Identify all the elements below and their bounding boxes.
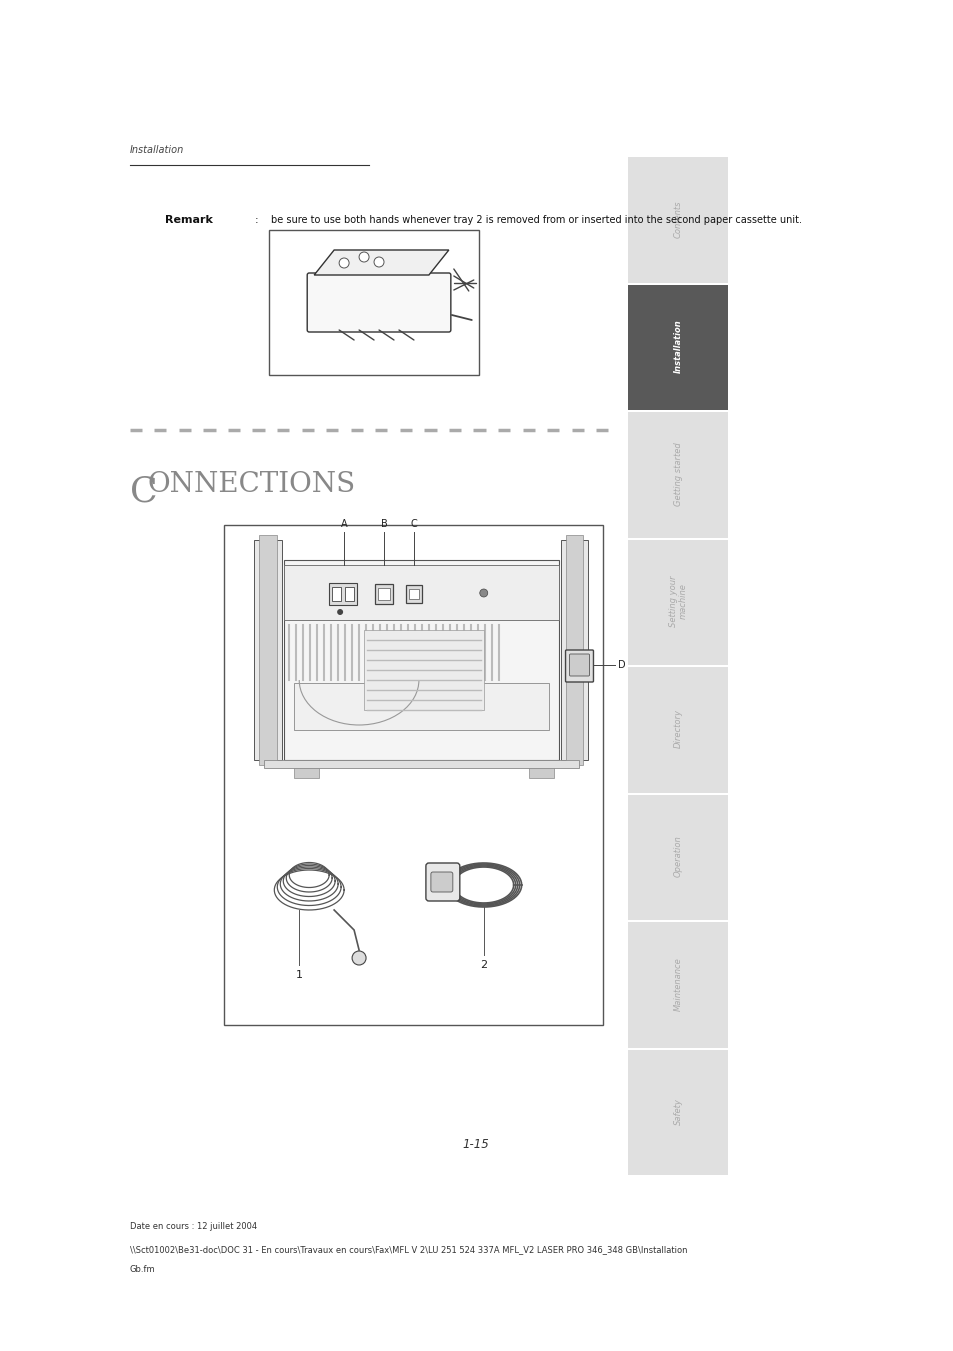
Text: Directory: Directory <box>673 709 682 748</box>
FancyBboxPatch shape <box>431 871 453 892</box>
Circle shape <box>338 258 349 267</box>
Text: Date en cours : 12 juillet 2004: Date en cours : 12 juillet 2004 <box>130 1223 256 1231</box>
Bar <box>284 565 558 620</box>
Bar <box>528 767 553 778</box>
Bar <box>628 157 727 282</box>
Bar <box>284 561 558 761</box>
Circle shape <box>336 609 343 615</box>
Bar <box>375 584 393 604</box>
Text: :: : <box>254 215 257 226</box>
Bar <box>269 230 478 376</box>
Bar <box>628 285 727 409</box>
Polygon shape <box>314 250 448 276</box>
Bar <box>259 535 277 765</box>
Bar <box>628 794 727 920</box>
Bar <box>628 412 727 538</box>
Bar <box>332 586 341 601</box>
FancyBboxPatch shape <box>425 863 459 901</box>
Text: 1: 1 <box>295 970 302 979</box>
Text: Operation: Operation <box>673 835 682 877</box>
Bar <box>406 585 421 603</box>
Text: Contents: Contents <box>673 200 682 238</box>
FancyBboxPatch shape <box>565 650 593 682</box>
Text: D: D <box>618 661 625 670</box>
Circle shape <box>374 257 384 267</box>
Text: ONNECTIONS: ONNECTIONS <box>148 471 355 499</box>
Bar <box>264 761 578 767</box>
Text: Setting your
machine: Setting your machine <box>668 576 687 627</box>
Bar <box>565 535 583 765</box>
Text: Maintenance: Maintenance <box>673 957 682 1011</box>
Bar <box>294 684 548 730</box>
Text: C: C <box>130 476 157 509</box>
Text: C: C <box>410 519 416 530</box>
Text: be sure to use both hands whenever tray 2 is removed from or inserted into the s: be sure to use both hands whenever tray … <box>271 215 801 226</box>
Text: Installation: Installation <box>673 319 682 373</box>
Text: Installation: Installation <box>130 145 184 155</box>
Bar <box>294 767 319 778</box>
Text: Remark: Remark <box>165 215 213 226</box>
Bar <box>254 540 282 761</box>
Text: B: B <box>380 519 387 530</box>
Bar <box>628 539 727 665</box>
Bar <box>628 921 727 1047</box>
Bar <box>364 630 483 711</box>
Text: A: A <box>340 519 347 530</box>
Bar <box>224 526 603 1025</box>
Bar <box>329 584 356 605</box>
Text: 1-15: 1-15 <box>462 1139 489 1151</box>
Text: Getting started: Getting started <box>673 442 682 505</box>
Bar <box>377 588 390 600</box>
FancyBboxPatch shape <box>569 654 589 676</box>
Circle shape <box>352 951 366 965</box>
Bar <box>628 667 727 793</box>
Bar <box>345 586 354 601</box>
Circle shape <box>358 253 369 262</box>
Circle shape <box>479 589 487 597</box>
FancyBboxPatch shape <box>307 273 451 332</box>
Text: Safety: Safety <box>673 1098 682 1124</box>
Bar <box>560 540 588 761</box>
Text: Gb.fm: Gb.fm <box>130 1265 155 1274</box>
Text: 2: 2 <box>479 961 487 970</box>
Bar <box>628 1050 727 1175</box>
Bar <box>409 589 418 598</box>
Text: \\Sct01002\Be31-doc\DOC 31 - En cours\Travaux en cours\Fax\MFL V 2\LU 251 524 33: \\Sct01002\Be31-doc\DOC 31 - En cours\Tr… <box>130 1246 686 1254</box>
